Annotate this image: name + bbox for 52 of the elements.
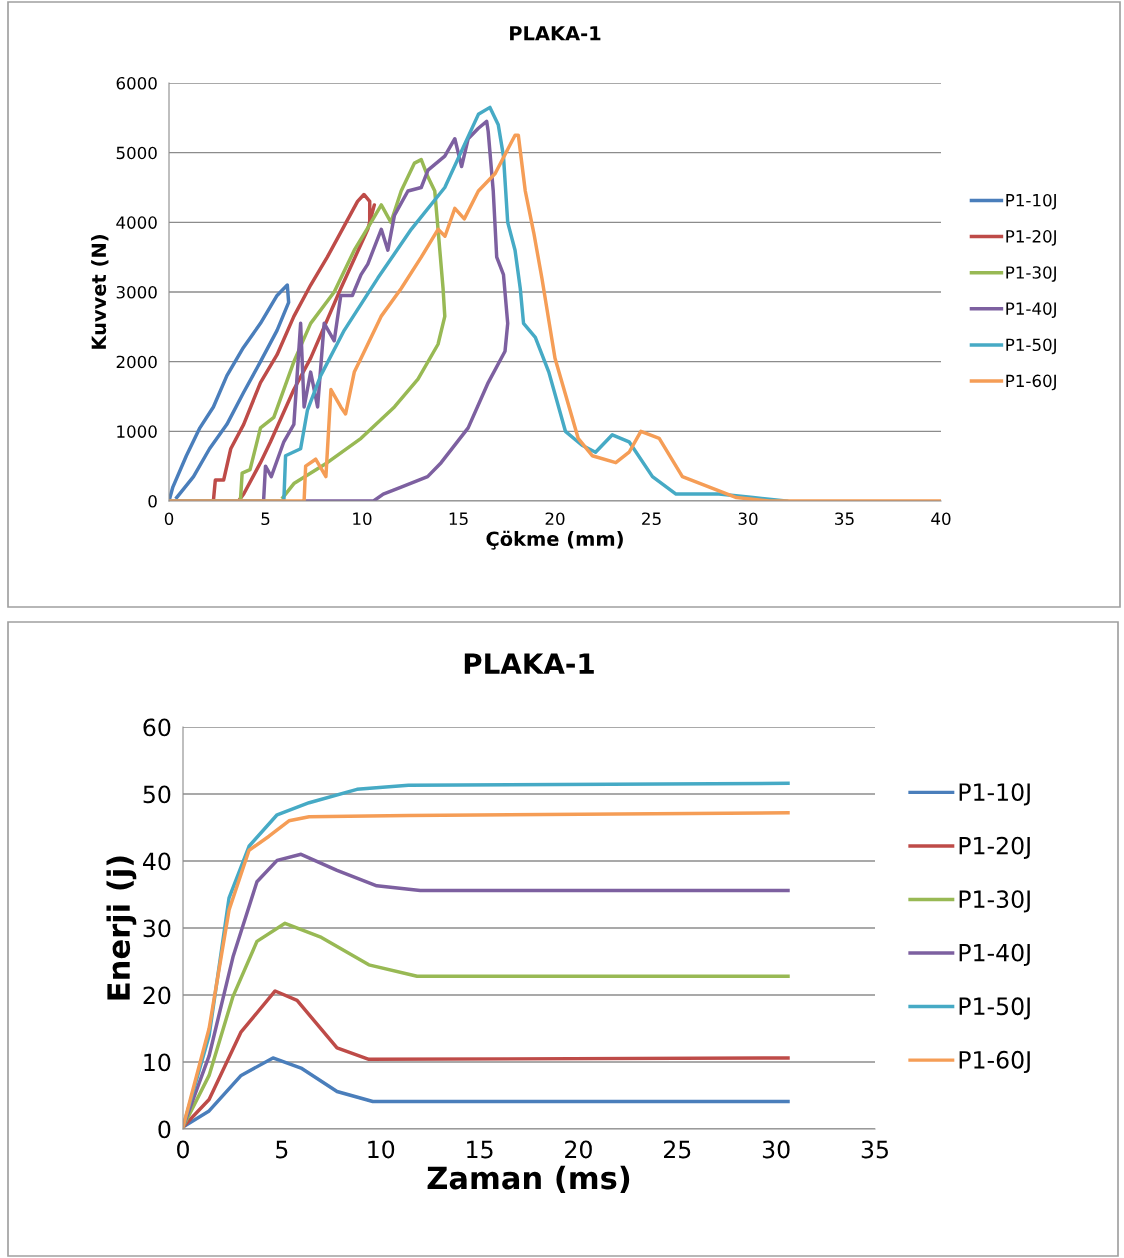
y-tick-label: 0 — [158, 1120, 171, 1139]
y-tick-label: 1000 — [117, 425, 157, 438]
legend-label: P1-50J — [1006, 338, 1056, 355]
legend-label: P1-40J — [1006, 302, 1056, 318]
x-tick-label: 35 — [835, 512, 854, 526]
y-tick-label: 30 — [143, 919, 171, 938]
x-tick-label: 10 — [368, 1140, 395, 1159]
line-series — [169, 283, 291, 501]
x-tick-label: 25 — [642, 512, 661, 526]
legend-label: P1-30J — [1006, 266, 1056, 282]
y-tick-label: 6000 — [116, 76, 157, 90]
y-tick-label: 5000 — [116, 146, 157, 160]
x-tick-label: 15 — [449, 512, 468, 526]
x-axis-title: Zaman (ms) — [427, 1165, 630, 1193]
y-axis-title: Enerji (j) — [106, 856, 137, 1000]
y-tick-label: 60 — [143, 718, 171, 737]
y-tick-label: 2000 — [116, 355, 157, 369]
x-tick-label: 5 — [261, 512, 270, 526]
x-tick-label: 25 — [663, 1140, 691, 1159]
x-tick-label: 30 — [738, 512, 758, 526]
x-tick-label: 0 — [177, 1140, 189, 1159]
legend-label: P1-30J — [959, 890, 1030, 913]
y-tick-label: 3000 — [116, 285, 157, 299]
legend-label: P1-60J — [1006, 374, 1056, 391]
line-series — [183, 921, 790, 1129]
line-series — [183, 1056, 790, 1129]
legend-label: P1-40J — [959, 943, 1030, 967]
legend-label: P1-20J — [959, 836, 1030, 859]
legend-label: P1-10J — [959, 783, 1030, 806]
y-tick-label: 4000 — [116, 216, 157, 229]
y-tick-label: 0 — [148, 494, 157, 508]
y-tick-label: 20 — [143, 986, 171, 1005]
y-tick-label: 10 — [144, 1053, 171, 1072]
x-tick-label: 5 — [276, 1140, 288, 1159]
x-tick-label: 15 — [467, 1140, 493, 1159]
chart-title: PLAKA-1 — [464, 653, 594, 674]
x-tick-label: 40 — [931, 512, 951, 526]
x-tick-label: 35 — [861, 1140, 888, 1159]
x-tick-label: 10 — [353, 512, 372, 526]
x-axis-title: Çökme (mm) — [486, 530, 623, 550]
line-series — [183, 989, 790, 1129]
legend-label: P1-10J — [1006, 193, 1056, 210]
x-tick-label: 30 — [762, 1140, 790, 1159]
y-tick-label: 40 — [143, 852, 171, 871]
legend-label: P1-20J — [1006, 230, 1056, 246]
legend-label: P1-60J — [959, 1050, 1030, 1074]
x-tick-label: 20 — [545, 512, 565, 526]
x-tick-label: 20 — [565, 1140, 592, 1159]
y-axis-title: Kuvvet (N) — [91, 235, 109, 349]
legend-label: P1-50J — [959, 997, 1030, 1020]
y-tick-label: 50 — [143, 785, 171, 804]
chart-title: PLAKA-1 — [510, 26, 601, 41]
